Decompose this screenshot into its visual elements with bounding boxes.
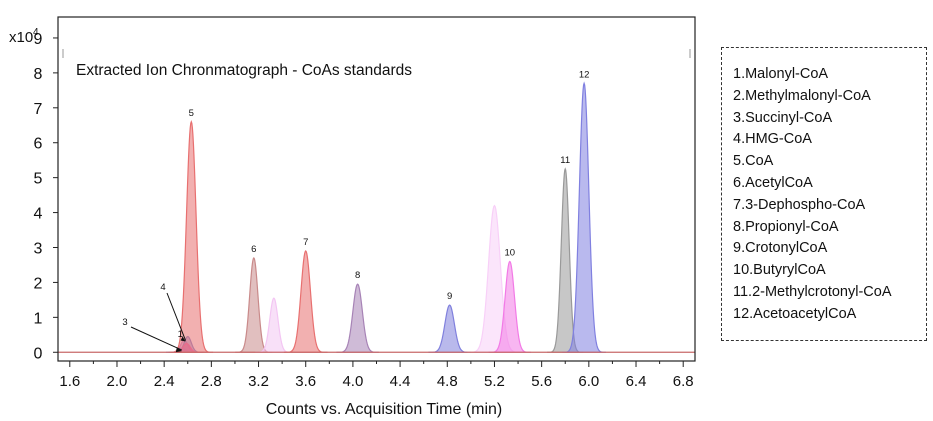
peak-label-4: 4 <box>160 282 165 293</box>
y-tick-label: 4 <box>34 206 43 223</box>
legend-item: 2.Methylmalonyl-CoA <box>733 87 871 104</box>
legend-item: 8.Propionyl-CoA <box>733 218 839 235</box>
x-axis-label: Counts vs. Acquisition Time (min) <box>266 401 503 418</box>
peak-label-10: 10 <box>505 247 516 258</box>
callout-arrowhead-3 <box>175 347 182 353</box>
y-multiplier: x10 <box>9 29 33 46</box>
peak-label-1: 1 <box>178 329 183 340</box>
peak-label-3: 3 <box>122 317 127 328</box>
y-tick-label: 1 <box>34 310 43 327</box>
x-tick-label: 6.4 <box>626 373 647 390</box>
x-tick-label: 5.2 <box>484 373 505 390</box>
legend-item: 11.2-Methylcrotonyl-CoA <box>733 283 892 300</box>
x-tick-label: 1.6 <box>59 373 80 390</box>
peak-label-11: 11 <box>560 155 570 166</box>
y-tick-label: 7 <box>34 101 43 118</box>
callout-arrow-4 <box>166 292 187 341</box>
x-tick-label: 2.8 <box>201 373 222 390</box>
y-tick-label: 0 <box>34 345 43 362</box>
legend-item: 12.AcetoacetylCoA <box>733 305 857 322</box>
x-tick-label: 4.4 <box>390 373 411 390</box>
x-tick-label: 3.2 <box>248 373 269 390</box>
chart-title: Extracted Ion Chronmatograph - CoAs stan… <box>76 62 412 79</box>
peak-label-8: 8 <box>355 270 360 281</box>
legend-item: 3.Succinyl-CoA <box>733 109 833 126</box>
y-tick-label: 5 <box>34 171 43 188</box>
y-tick-label: 9 <box>34 31 43 48</box>
peak-label-5: 5 <box>189 108 194 119</box>
x-tick-label: 2.4 <box>154 373 175 390</box>
x-tick-label: 6.8 <box>673 373 694 390</box>
y-tick-label: 6 <box>34 136 43 153</box>
compound-legend: 1.Malonyl-CoA 2.Methylmalonyl-CoA 3.Succin… <box>721 47 927 341</box>
x-tick-label: 5.6 <box>531 373 552 390</box>
y-tick-label: 2 <box>34 275 43 292</box>
y-multiplier-exponent: 4 <box>33 27 39 38</box>
peak-9 <box>428 304 471 353</box>
x-tick-label: 2.0 <box>107 373 128 390</box>
legend-item: 4.HMG-CoA <box>733 131 812 148</box>
peak-label-7: 7 <box>303 237 308 248</box>
legend-item: 9.CrotonylCoA <box>733 240 828 257</box>
y-tick-label: 3 <box>34 240 43 257</box>
x-tick-label: 6.0 <box>578 373 599 390</box>
peak-label-9: 9 <box>447 291 452 302</box>
x-tick-label: 3.6 <box>295 373 316 390</box>
x-tick-label: 4.8 <box>437 373 458 390</box>
peak-12 <box>562 81 606 353</box>
peak-10 <box>488 260 532 353</box>
legend-item: 1.Malonyl-CoA <box>733 66 829 82</box>
x-tick-label: 4.0 <box>342 373 363 390</box>
peak-7 <box>283 250 328 353</box>
legend-item: 5.CoA <box>733 153 774 170</box>
peak-label-6: 6 <box>251 244 256 255</box>
peak-label-12: 12 <box>579 69 590 80</box>
y-tick-label: 8 <box>34 66 43 83</box>
legend-item: 7.3-Dephospho-CoA <box>733 196 866 213</box>
legend-item: 6.AcetylCoA <box>733 174 813 191</box>
callout-arrow-3 <box>130 326 183 351</box>
peak-8 <box>336 283 379 353</box>
legend-item: 10.ButyrylCoA <box>733 262 826 279</box>
callout-arrowhead-4 <box>180 336 186 342</box>
